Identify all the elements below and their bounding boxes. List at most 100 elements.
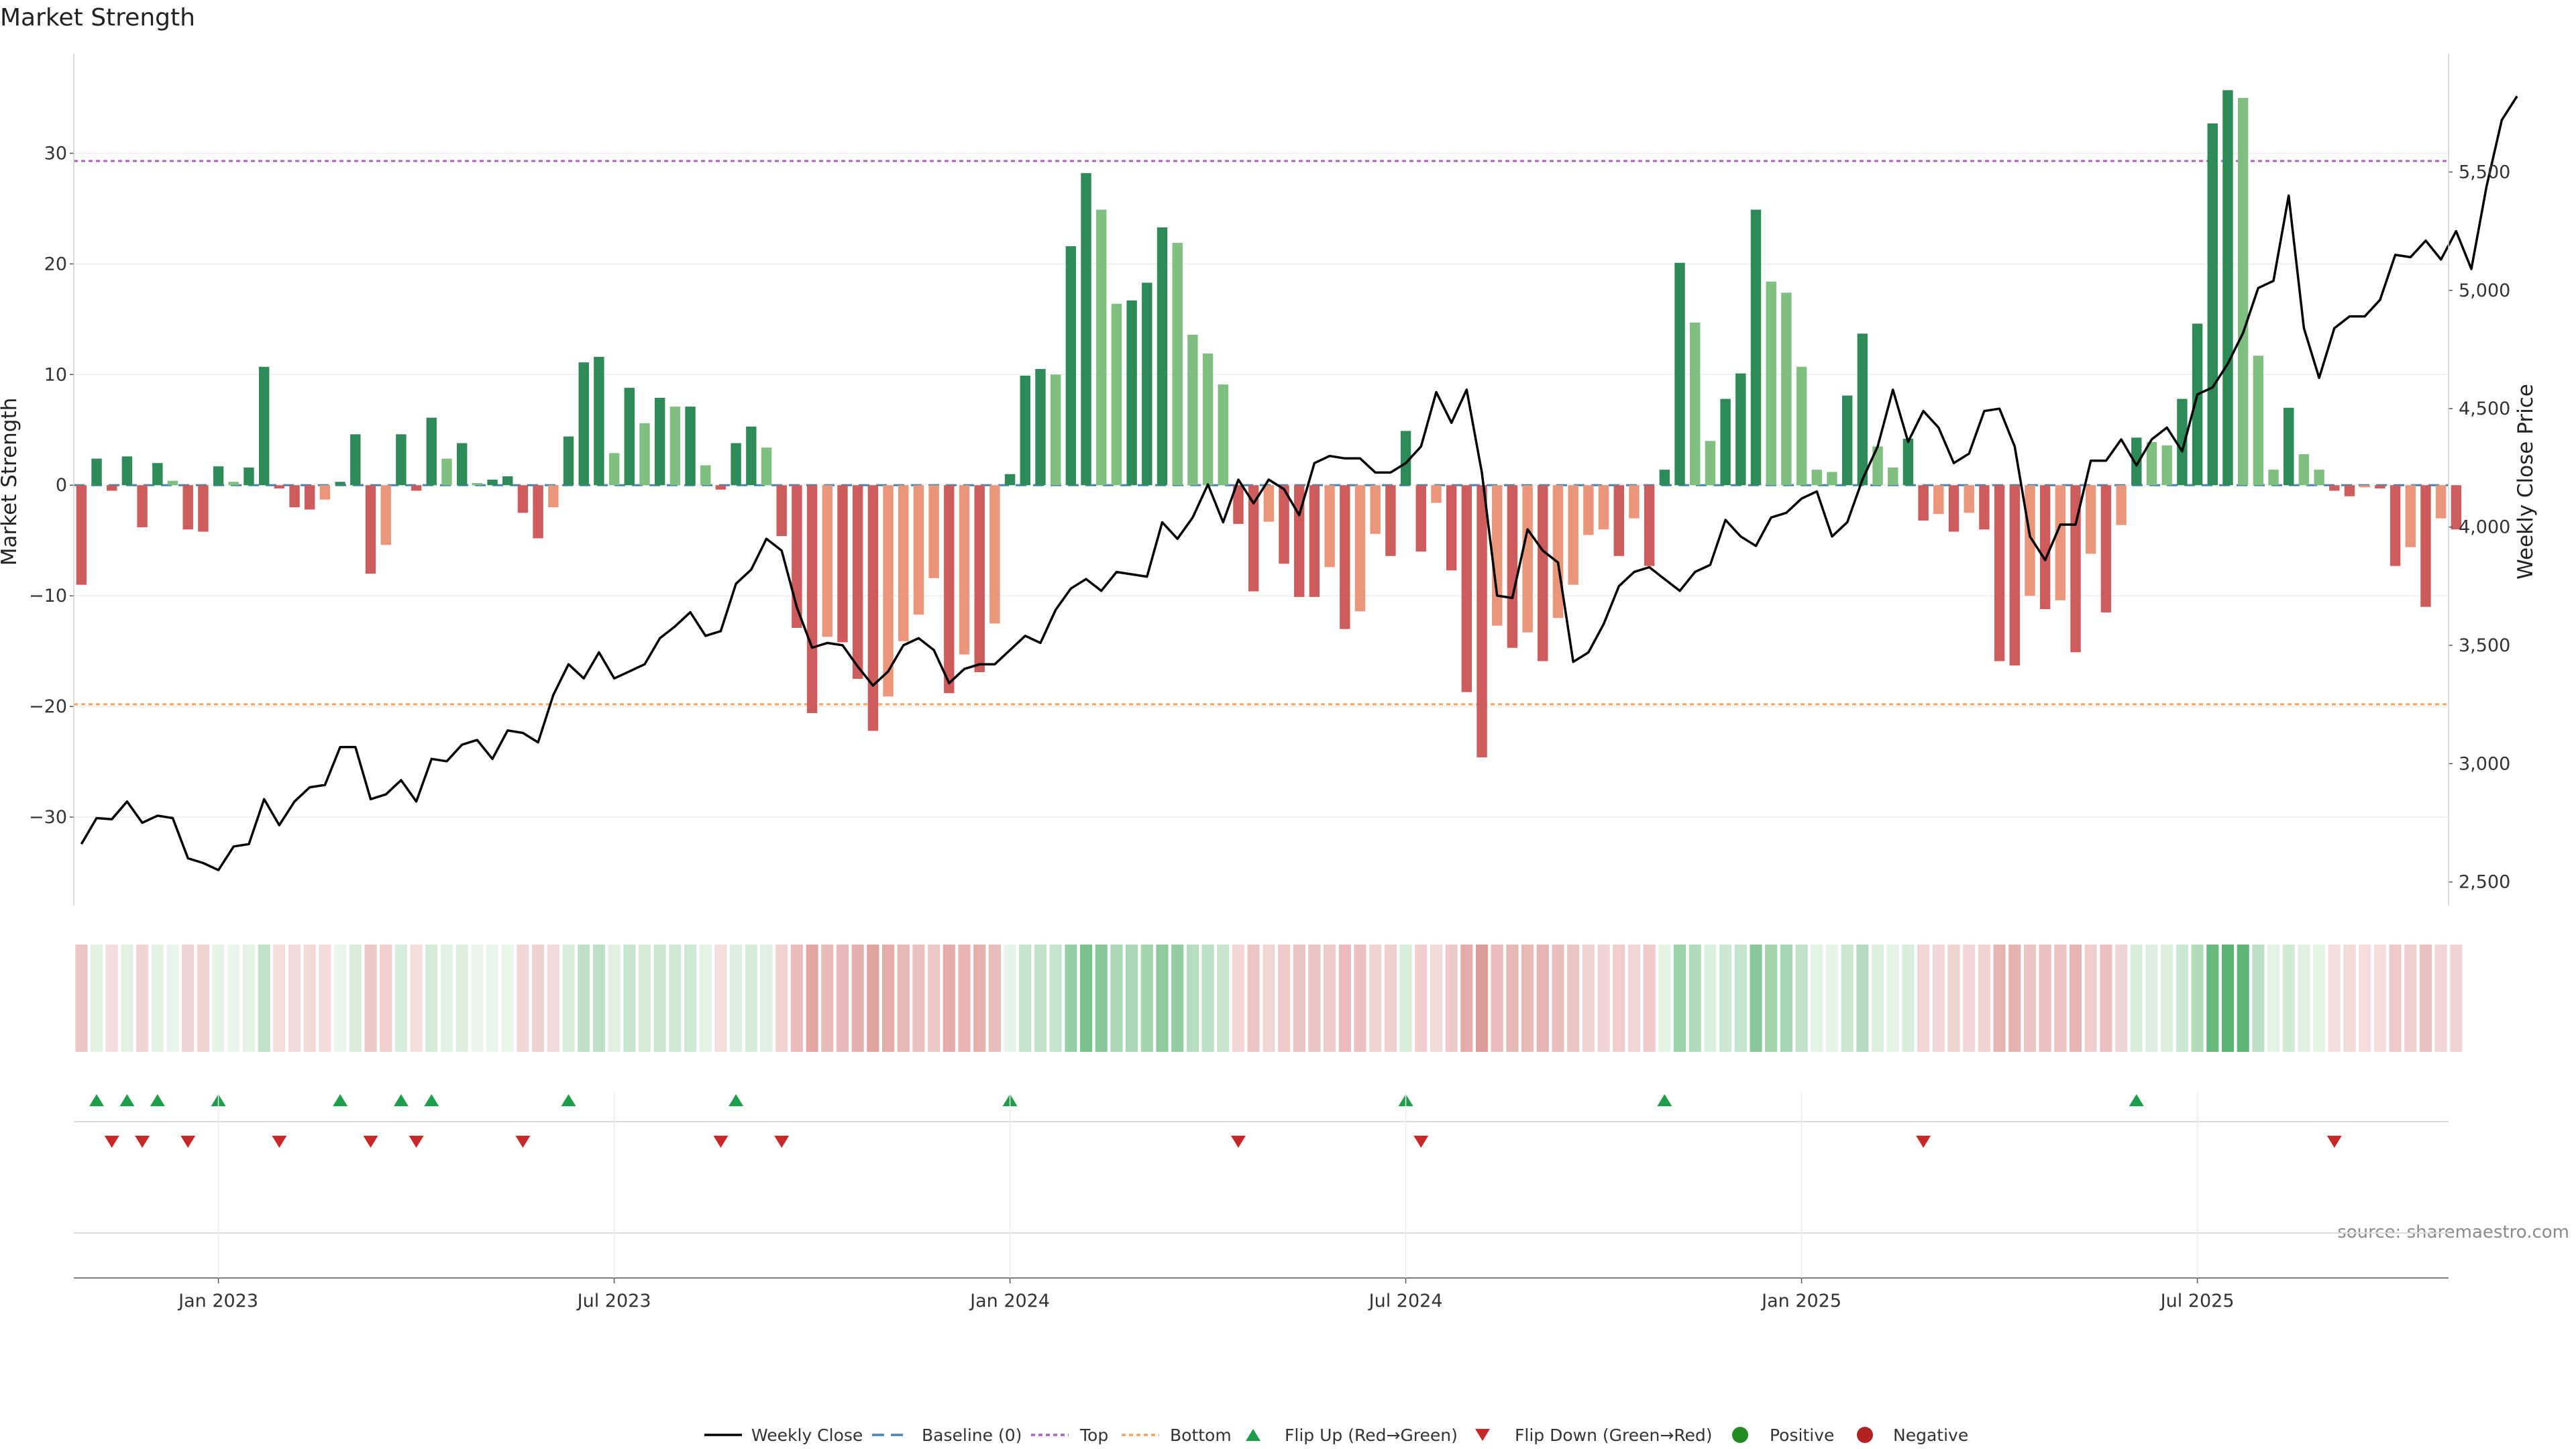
strength-bar — [502, 476, 513, 486]
strength-bar — [1841, 395, 1853, 486]
strength-bar — [1340, 485, 1350, 629]
strength-bar — [1431, 485, 1442, 503]
strength-bar — [1979, 485, 1990, 530]
heat-cell — [471, 945, 484, 1052]
heat-cell — [1217, 945, 1230, 1052]
heat-cell — [1871, 945, 1884, 1052]
heat-cell — [1947, 945, 1960, 1052]
heat-cell — [578, 945, 590, 1052]
heat-cell — [90, 945, 103, 1052]
heat-cell — [2419, 945, 2432, 1052]
heat-cell — [1719, 945, 1732, 1052]
heat-cell — [2237, 945, 2249, 1052]
strength-bar — [1370, 485, 1381, 534]
heat-cell — [349, 945, 362, 1052]
strength-bar — [669, 407, 681, 486]
heat-cell — [1765, 945, 1778, 1052]
heat-cell — [2191, 945, 2204, 1052]
legend-label-flip-up: Flip Up (Red→Green) — [1285, 1426, 1458, 1445]
left-tick-label: −30 — [29, 807, 67, 828]
flip-down-marker — [180, 1136, 196, 1148]
heat-cell — [2373, 945, 2386, 1052]
heat-cell — [1186, 945, 1199, 1052]
heat-cell — [1126, 945, 1138, 1052]
strength-bar — [1674, 262, 1685, 486]
strength-bar — [1644, 485, 1655, 566]
strength-bar — [182, 485, 193, 530]
heat-cell — [592, 945, 605, 1052]
strength-bar — [548, 485, 559, 508]
heat-cell — [2404, 945, 2417, 1052]
heat-cell — [897, 945, 910, 1052]
left-axis-label: Market Strength — [0, 398, 21, 566]
flip-down-marker — [515, 1136, 531, 1148]
heat-cell — [2084, 945, 2097, 1052]
strength-bar — [944, 485, 955, 694]
strength-bar — [1157, 227, 1168, 486]
strength-bar — [746, 426, 757, 486]
heat-cell — [730, 945, 743, 1052]
heat-cell — [273, 945, 286, 1052]
heat-cell — [1521, 945, 1534, 1052]
heat-cell — [669, 945, 682, 1052]
right-tick-label: 5,000 — [2459, 280, 2510, 301]
flip-down-marker — [409, 1136, 424, 1148]
strength-bar — [1309, 485, 1320, 597]
right-tick-label: 5,500 — [2459, 162, 2510, 182]
heat-cell — [1856, 945, 1869, 1052]
heat-cell — [851, 945, 864, 1052]
strength-bar — [928, 485, 939, 578]
heat-cell — [2389, 945, 2402, 1052]
strength-bar — [2100, 485, 2112, 612]
heat-cell — [1536, 945, 1549, 1052]
strength-bar — [1477, 485, 1487, 757]
strength-bar — [396, 434, 407, 486]
legend-swatch-flip-down — [1475, 1429, 1490, 1441]
strength-bar — [2222, 90, 2233, 486]
strength-bar — [852, 485, 863, 679]
left-tick-label: 0 — [56, 475, 67, 496]
strength-bar — [1933, 485, 1944, 515]
flip-down-marker — [272, 1136, 287, 1148]
heat-cell — [912, 945, 925, 1052]
strength-bar — [1735, 373, 1746, 486]
heat-cell — [1415, 945, 1428, 1052]
strength-bar — [2146, 441, 2157, 486]
heat-cell — [197, 945, 209, 1052]
heat-cell — [1825, 945, 1839, 1052]
strength-heat-strip — [75, 945, 2463, 1052]
heat-cell — [364, 945, 377, 1052]
heat-cell — [75, 945, 88, 1052]
strength-bar — [731, 443, 741, 486]
legend-label-negative: Negative — [1893, 1426, 1968, 1445]
heat-cell — [1293, 945, 1305, 1052]
heat-cell — [714, 945, 727, 1052]
strength-bar — [1888, 467, 1898, 486]
heat-cell — [1384, 945, 1397, 1052]
strength-bar — [380, 485, 391, 545]
legend-label-flip-down: Flip Down (Green→Red) — [1515, 1426, 1713, 1445]
strength-bar — [2207, 123, 2218, 486]
strength-bar — [1233, 485, 1244, 524]
strength-bar — [305, 485, 315, 510]
flip-down-marker — [104, 1136, 119, 1148]
flip-down-marker — [1413, 1136, 1429, 1148]
heat-cell — [2023, 945, 2037, 1052]
strength-bar — [624, 388, 635, 486]
heat-cell — [410, 945, 423, 1052]
strength-bar — [1020, 375, 1030, 486]
left-tick-label: 20 — [44, 254, 67, 274]
strength-bar — [2359, 485, 2370, 488]
left-tick-label: 30 — [44, 143, 67, 164]
heat-cell — [1338, 945, 1351, 1052]
strength-bar — [1065, 246, 1077, 486]
strength-bar — [228, 482, 239, 486]
heat-cell — [212, 945, 225, 1052]
flip-up-marker — [333, 1094, 348, 1106]
chart-title: Market Strength — [0, 4, 195, 32]
heat-cell — [1597, 945, 1610, 1052]
heat-cell — [1308, 945, 1321, 1052]
strength-bar — [487, 480, 498, 486]
flip-down-marker — [363, 1136, 378, 1148]
heat-cell — [1475, 945, 1489, 1052]
